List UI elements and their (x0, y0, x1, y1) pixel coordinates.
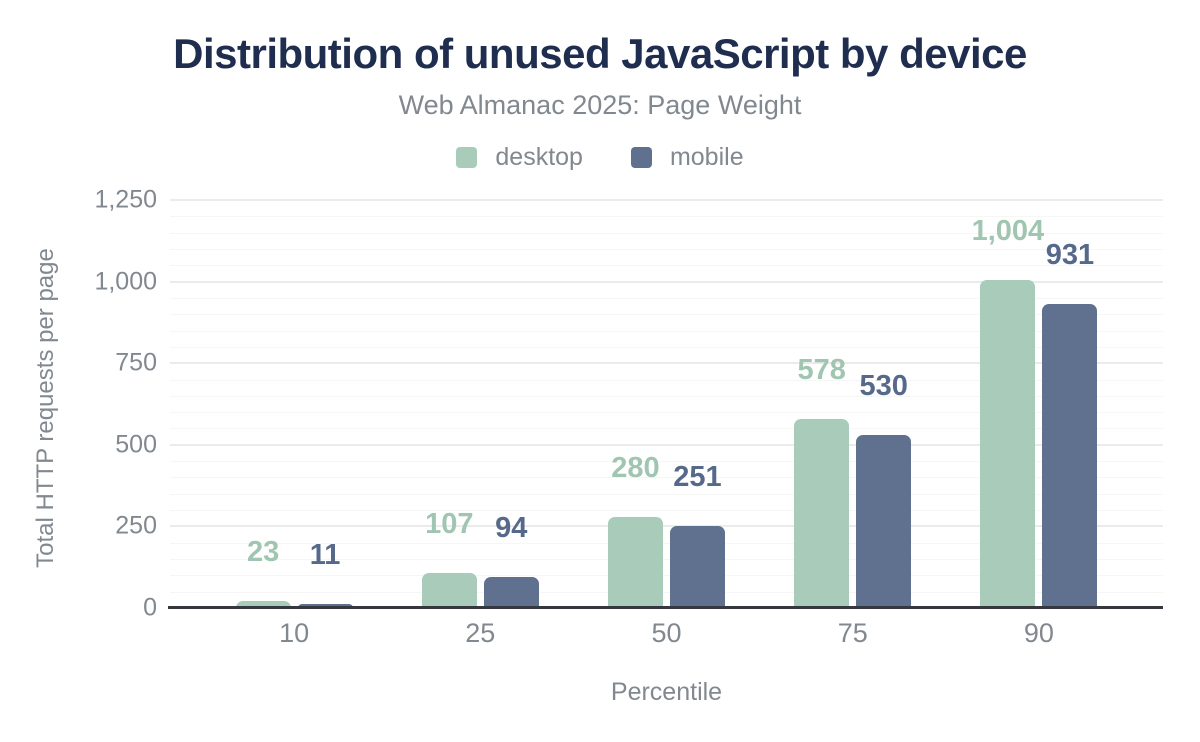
y-tick-label-0: 0 (143, 593, 157, 622)
major-gridline (170, 362, 1163, 365)
bar-mobile-p75 (856, 435, 912, 608)
y-tick-label-750: 750 (115, 348, 157, 377)
bar-value-label-mobile-p90: 931 (1045, 239, 1095, 272)
y-tick-label-500: 500 (115, 430, 157, 459)
legend-label-mobile: mobile (669, 143, 744, 171)
bar-desktop-p90 (980, 280, 1036, 608)
minor-gridline (170, 477, 1163, 479)
bar-group-p90: 1,004 931 (946, 200, 1132, 608)
bar-cell-mobile-p75: 530 (856, 372, 912, 608)
minor-gridline (170, 330, 1163, 332)
bar-cell-desktop-p75: 578 (794, 356, 850, 608)
bar-value-label-mobile-p10: 11 (309, 539, 341, 572)
bar-cell-desktop-p25: 107 (421, 510, 477, 608)
legend-label-desktop: desktop (495, 143, 583, 171)
minor-gridline (170, 297, 1163, 299)
minor-gridline (170, 542, 1163, 544)
minor-gridline (170, 248, 1163, 250)
bar-value-label-desktop-p75: 578 (797, 354, 846, 387)
bar-desktop-p50 (608, 516, 663, 608)
bar-groups: 23 11 107 94 280 251 578 530 1,004 931 (170, 200, 1163, 608)
legend-item-desktop[interactable]: desktop (456, 143, 583, 172)
minor-gridline (170, 493, 1163, 495)
x-tick-label-p10: 10 (279, 618, 310, 648)
bar-group-p25: 107 94 (387, 200, 573, 608)
bar-mobile-p90 (1042, 304, 1098, 608)
y-tick-label-250: 250 (115, 511, 157, 540)
minor-gridline (170, 575, 1163, 577)
minor-gridline (170, 314, 1163, 316)
major-gridline (170, 199, 1163, 201)
bar-mobile-p50 (670, 526, 725, 608)
bar-group-p50: 280 251 (573, 200, 759, 608)
minor-gridline (170, 265, 1163, 267)
x-tick-label-p25: 25 (465, 618, 496, 648)
minor-gridline (170, 379, 1163, 381)
bar-desktop-p25 (421, 573, 477, 608)
bar-mobile-p25 (483, 577, 539, 608)
minor-gridline (170, 461, 1163, 463)
bar-cell-desktop-p50: 280 (608, 453, 663, 608)
bar-cell-mobile-p25: 94 (483, 514, 539, 608)
x-axis-title: Percentile (610, 678, 723, 706)
bar-value-label-desktop-p10: 23 (246, 535, 280, 568)
legend-swatch-desktop-icon (456, 147, 478, 168)
chart-title: Distribution of unused JavaScript by dev… (173, 30, 1027, 77)
y-tick-label-1250: 1,250 (94, 185, 157, 214)
bar-value-label-desktop-p90: 1,004 (971, 215, 1045, 248)
bar-value-label-mobile-p50: 251 (673, 461, 722, 494)
bar-cell-desktop-p10: 23 (235, 537, 291, 608)
bar-desktop-p75 (794, 419, 850, 608)
minor-gridline (170, 559, 1163, 561)
bar-group-p10: 23 11 (201, 200, 387, 608)
x-axis-baseline (168, 606, 1163, 609)
bar-desktop-p10 (235, 600, 291, 608)
y-axis-title: Total HTTP requests per page (32, 248, 59, 568)
bar-value-label-desktop-p25: 107 (425, 508, 474, 541)
minor-gridline (170, 428, 1163, 430)
major-gridline (170, 280, 1163, 283)
bar-cell-mobile-p90: 931 (1042, 241, 1098, 608)
y-tick-label-1000: 1,000 (94, 267, 157, 296)
bar-value-label-mobile-p75: 530 (859, 370, 908, 402)
bar-group-p75: 578 530 (760, 200, 946, 608)
x-axis: 10 25 50 75 90 (170, 618, 1163, 649)
bar-value-label-desktop-p50: 280 (611, 451, 660, 484)
minor-gridline (170, 232, 1163, 234)
plot-area: 0 250 500 750 1,000 1,250 23 11 107 94 280 251 578 5… (94, 187, 1163, 620)
minor-gridline (170, 510, 1163, 512)
legend-item-mobile[interactable]: mobile (630, 143, 744, 172)
minor-gridline (170, 346, 1163, 348)
bar-value-label-mobile-p25: 94 (495, 512, 528, 545)
x-tick-label-p90: 90 (1023, 618, 1054, 648)
bar-cell-desktop-p90: 1,004 (972, 217, 1044, 608)
major-gridline (170, 443, 1163, 446)
major-gridline (170, 525, 1163, 528)
legend: desktop mobile (0, 143, 1200, 172)
minor-gridline (170, 591, 1163, 593)
legend-swatch-mobile-icon (630, 147, 652, 168)
x-tick-label-p75: 75 (837, 618, 868, 648)
bar-cell-mobile-p50: 251 (670, 463, 725, 608)
minor-gridline (170, 412, 1163, 414)
minor-gridline (170, 216, 1163, 218)
chart-subtitle: Web Almanac 2025: Page Weight (398, 90, 802, 120)
minor-gridline (170, 395, 1163, 397)
x-tick-label-p50: 50 (651, 618, 682, 648)
